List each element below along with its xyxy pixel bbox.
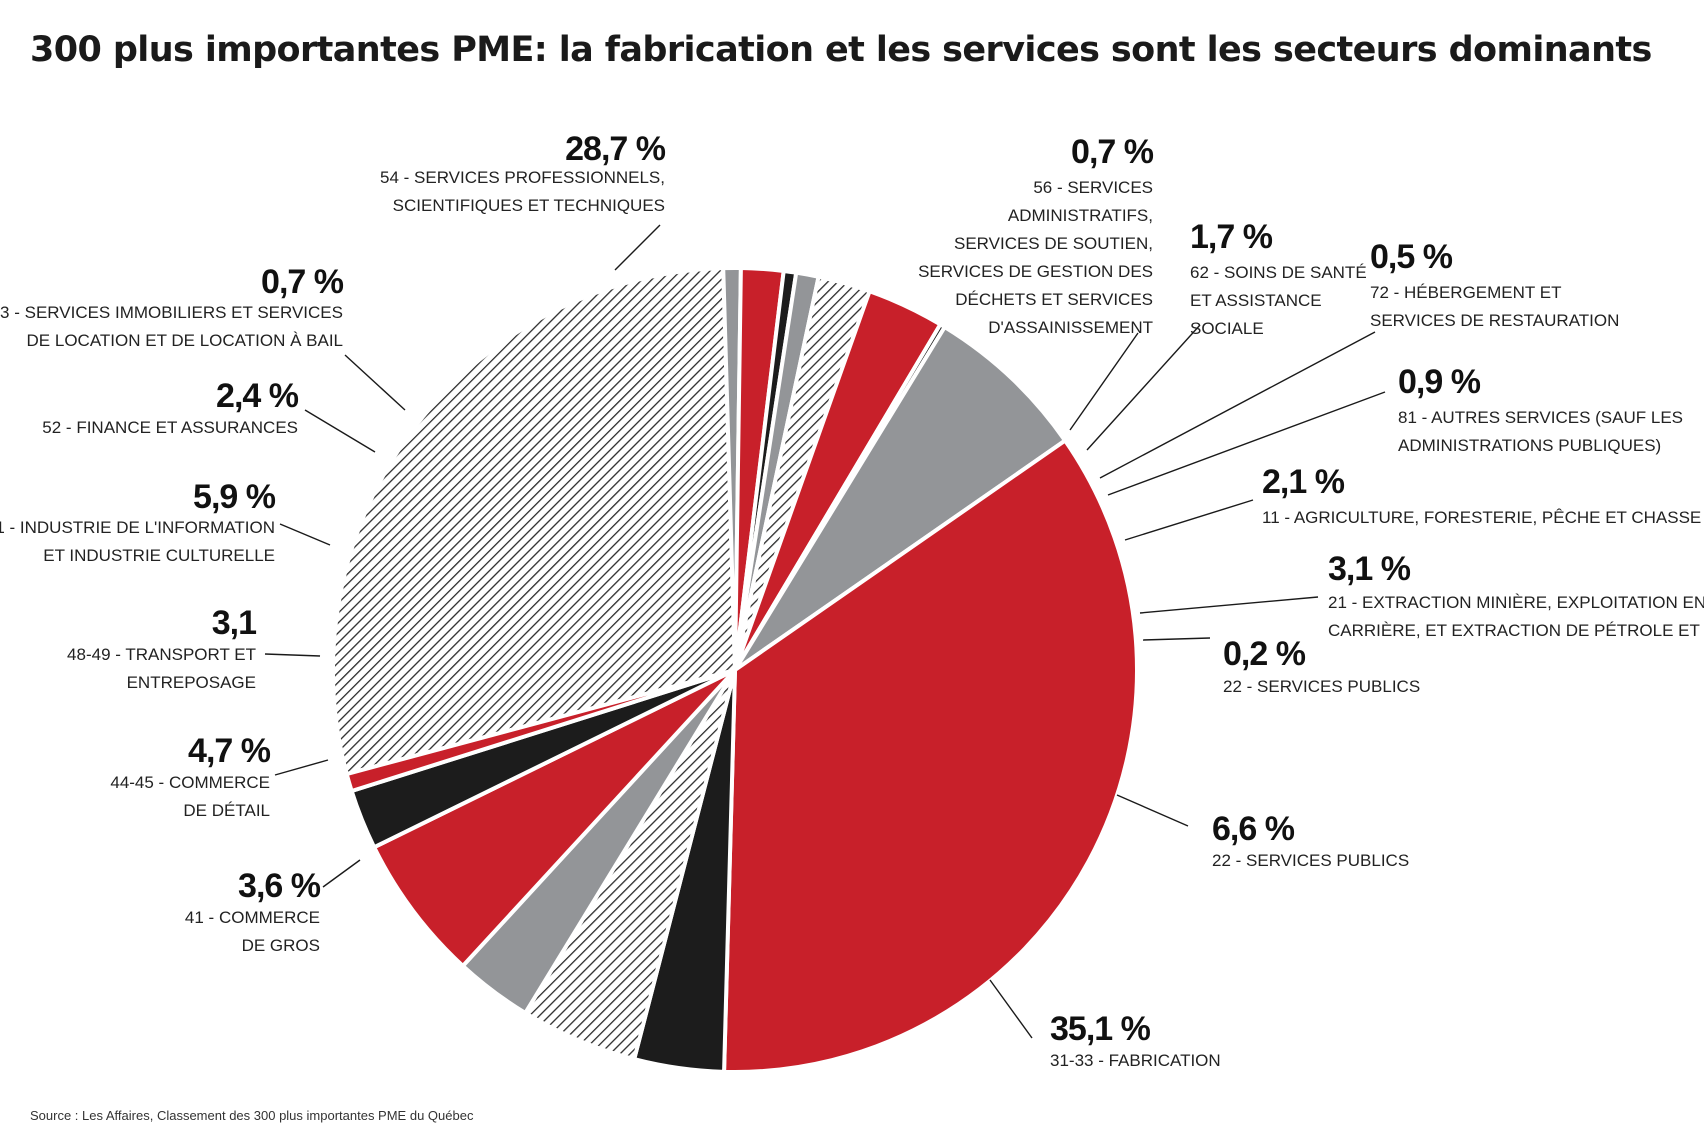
leader-lines	[264, 224, 1386, 1039]
category-label-1-3: SERVICES DE GESTION DES	[918, 262, 1153, 281]
category-label-15-0: 53 - SERVICES IMMOBILIERS ET SERVICES	[0, 303, 343, 322]
category-label-2-0: 62 - SOINS DE SANTÉ	[1190, 263, 1367, 282]
data-label-pct-7: 0,2 %	[1223, 635, 1306, 673]
leader-line-1	[1069, 332, 1139, 431]
category-label-6-0: 21 - EXTRACTION MINIÈRE, EXPLOITATION EN	[1328, 593, 1704, 612]
data-label-pct-10: 3,6 %	[238, 867, 321, 905]
pie-slice-53-15	[344, 668, 737, 794]
category-label-8-0: 22 - SERVICES PUBLICS	[1212, 851, 1409, 870]
category-label-3-1: SERVICES DE RESTAURATION	[1370, 311, 1619, 330]
leader-line-0	[614, 224, 661, 271]
source-note: Source : Les Affaires, Classement des 30…	[30, 1108, 474, 1123]
category-label-0-0: 54 - SERVICES PROFESSIONNELS,	[380, 168, 665, 187]
category-label-1-5: D'ASSAINISSEMENT	[988, 318, 1153, 337]
leader-line-8	[1116, 794, 1189, 827]
category-label-1-4: DÉCHETS ET SERVICES	[955, 290, 1153, 309]
pie-slice-22-8	[733, 325, 1068, 672]
data-label-pct-0: 28,7 %	[565, 130, 666, 168]
data-label-pct-6: 3,1 %	[1328, 550, 1411, 588]
category-label-3-0: 72 - HÉBERGEMENT ET	[1370, 283, 1561, 302]
leader-line-4	[1107, 391, 1386, 496]
chart-title: 300 plus importantes PME: la fabrication…	[30, 30, 1652, 70]
pie-slice-54-0	[331, 266, 737, 777]
slice-labels: 28,7 %54 - SERVICES PROFESSIONNELS, SCIEN…	[0, 130, 1704, 1070]
category-label-5-0: 11 - AGRICULTURE, FORESTERIE, PÊCHE ET C…	[1262, 508, 1701, 527]
leader-line-11	[274, 759, 329, 776]
category-label-11-0: 44-45 - COMMERCE	[110, 773, 270, 792]
leader-line-3	[1099, 331, 1376, 479]
leader-line-14	[304, 409, 376, 453]
leader-line-13	[279, 523, 331, 546]
category-label-6-1: CARRIÈRE, ET EXTRACTION DE PÉTROLE ET DE…	[1328, 621, 1704, 640]
data-label-pct-3: 0,5 %	[1370, 238, 1453, 276]
data-label-pct-12: 3,1	[212, 604, 256, 642]
category-label-10-0: 41 - COMMERCE	[185, 908, 320, 927]
category-label-15-1: DE LOCATION ET DE LOCATION À BAIL	[27, 331, 343, 350]
category-label-2-2: SOCIALE	[1190, 319, 1264, 338]
leader-line-5	[1124, 499, 1254, 541]
data-label-pct-14: 2,4 %	[216, 377, 299, 415]
data-label-pct-13: 5,9 %	[193, 478, 276, 516]
category-label-14-0: 52 - FINANCE ET ASSURANCES	[42, 418, 298, 437]
leader-line-7	[1142, 637, 1211, 641]
category-label-1-0: 56 - SERVICES	[1033, 178, 1153, 197]
category-label-13-1: ET INDUSTRIE CULTURELLE	[43, 546, 275, 565]
pie-slices	[331, 265, 1139, 1074]
category-label-9-0: 31-33 - FABRICATION	[1050, 1051, 1221, 1070]
category-label-12-1: ENTREPOSAGE	[127, 673, 256, 692]
category-label-13-0: 51 - INDUSTRIE DE L'INFORMATION	[0, 518, 275, 537]
leader-line-12	[264, 653, 321, 657]
category-label-11-1: DE DÉTAIL	[183, 801, 270, 820]
data-label-pct-4: 0,9 %	[1398, 363, 1481, 401]
category-label-1-1: ADMINISTRATIFS,	[1008, 206, 1153, 225]
category-label-7-0: 22 - SERVICES PUBLICS	[1223, 677, 1420, 696]
data-label-pct-5: 2,1 %	[1262, 463, 1345, 501]
category-label-2-1: ET ASSISTANCE	[1190, 291, 1322, 310]
data-label-pct-15: 0,7 %	[261, 263, 344, 301]
category-label-10-1: DE GROS	[242, 936, 320, 955]
data-label-pct-1: 0,7 %	[1071, 133, 1154, 171]
leader-line-9	[989, 979, 1033, 1039]
leader-line-10	[322, 859, 361, 888]
category-label-4-0: 81 - AUTRES SERVICES (SAUF LES	[1398, 408, 1683, 427]
data-label-pct-2: 1,7 %	[1190, 218, 1273, 256]
data-label-pct-8: 6,6 %	[1212, 810, 1295, 848]
category-label-1-2: SERVICES DE SOUTIEN,	[954, 234, 1153, 253]
category-label-4-1: ADMINISTRATIONS PUBLIQUES)	[1398, 436, 1661, 455]
pie-slice-31-33-9	[722, 438, 1139, 1074]
leader-line-2	[1086, 324, 1201, 451]
data-label-pct-11: 4,7 %	[188, 732, 271, 770]
data-label-pct-9: 35,1 %	[1050, 1010, 1151, 1048]
category-label-12-0: 48-49 - TRANSPORT ET	[67, 645, 256, 664]
leader-line-15	[344, 354, 406, 411]
pie-slice-51-13	[372, 668, 737, 968]
leader-line-6	[1139, 596, 1319, 614]
category-label-0-1: SCIENTIFIQUES ET TECHNIQUES	[393, 196, 665, 215]
